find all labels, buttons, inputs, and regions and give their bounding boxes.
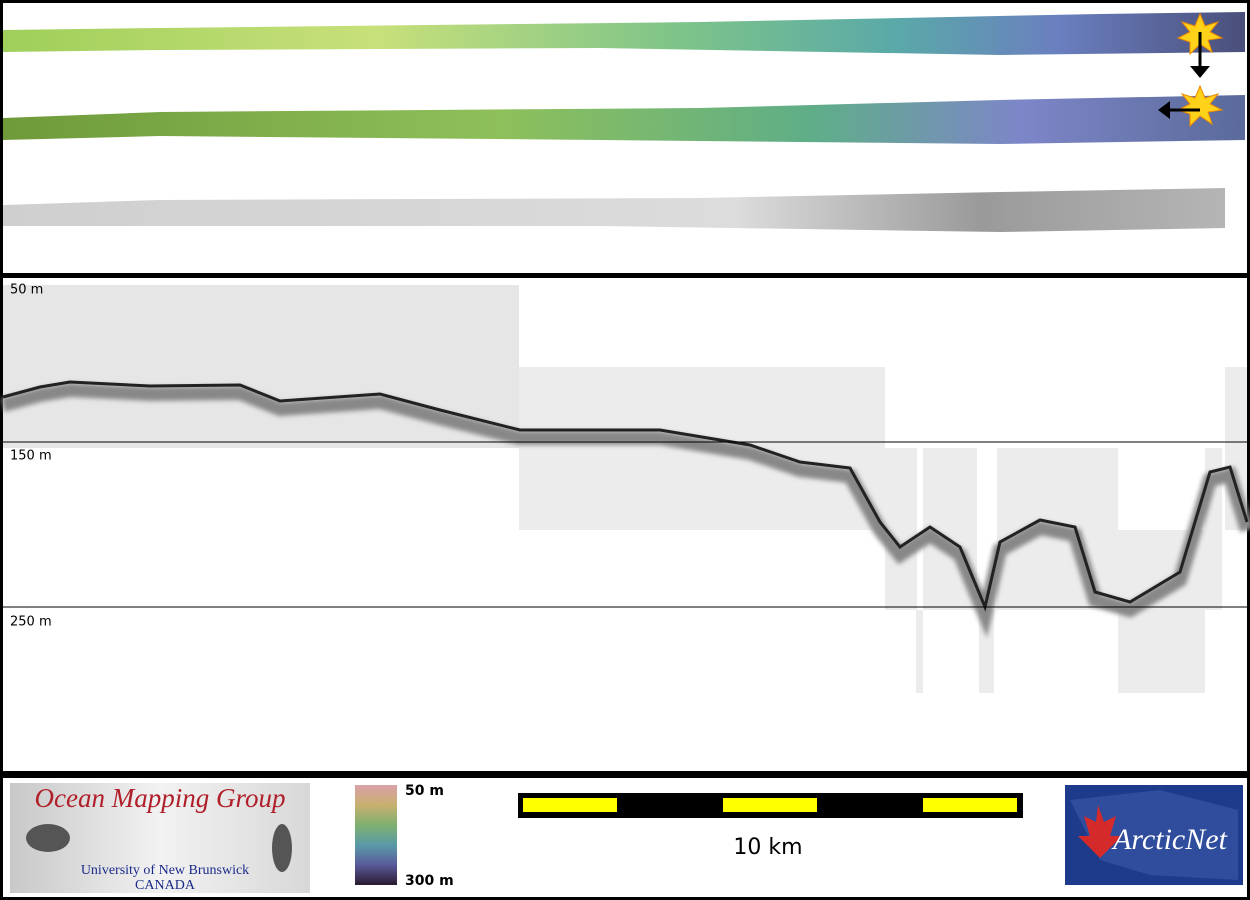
colorbar — [355, 785, 397, 885]
colorbar-label: 300 m — [405, 873, 454, 889]
scale-segment — [723, 798, 817, 812]
logo-title: Ocean Mapping Group — [35, 783, 286, 813]
window — [997, 448, 1118, 530]
marker — [1176, 84, 1224, 128]
scale-segment — [923, 798, 1017, 812]
scale-segment — [523, 798, 617, 812]
window — [916, 610, 923, 693]
window — [885, 448, 917, 610]
depth-label: 250 m — [10, 615, 52, 630]
bathymetry-strip — [3, 12, 1245, 55]
maple-leaf — [1078, 805, 1122, 858]
seabed-profile — [2, 380, 1249, 612]
event-markers — [1158, 12, 1224, 128]
logo-country: CANADA — [135, 878, 196, 893]
window — [1118, 610, 1205, 693]
depth-label: 150 m — [10, 449, 52, 464]
backscatter-strip — [3, 188, 1225, 232]
logo-university: University of New Brunswick — [81, 863, 249, 878]
arrow-head — [1158, 101, 1170, 119]
logo-graphic — [272, 824, 292, 872]
profile-windows — [3, 285, 1247, 693]
arcticnet-label: ArcticNet — [1111, 823, 1228, 856]
bathymetry-strip — [3, 95, 1245, 144]
logo-map — [1070, 790, 1238, 880]
scale-label: 10 km — [733, 835, 802, 860]
depth-label: 50 m — [10, 283, 43, 298]
window — [979, 610, 994, 693]
colorbar-label: 50 m — [405, 783, 444, 799]
arrow-head — [1190, 66, 1210, 78]
logo-graphic — [26, 824, 70, 852]
